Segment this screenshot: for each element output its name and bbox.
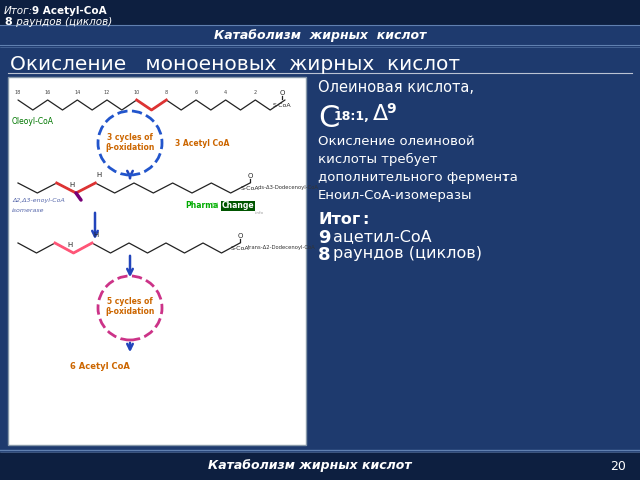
Bar xyxy=(0,25,640,45)
Text: trans-Δ2-Dodecenoyl-CoA: trans-Δ2-Dodecenoyl-CoA xyxy=(248,245,316,251)
Text: C: C xyxy=(318,104,339,133)
Text: 14: 14 xyxy=(74,91,81,96)
Text: 4: 4 xyxy=(224,91,227,96)
Text: 18: 18 xyxy=(15,91,21,96)
Text: 8: 8 xyxy=(164,91,168,96)
Text: 6 Acetyl CoA: 6 Acetyl CoA xyxy=(70,362,130,371)
Text: Олеиновая кислота,: Олеиновая кислота, xyxy=(318,80,474,95)
Text: Δ2,Δ3-enoyl-CoA: Δ2,Δ3-enoyl-CoA xyxy=(12,198,65,203)
Text: Итог:: Итог: xyxy=(4,6,33,16)
Text: 8: 8 xyxy=(4,17,12,27)
Text: Еноил-CoA-изомеразы: Еноил-CoA-изомеразы xyxy=(318,189,472,202)
Text: S-CoA: S-CoA xyxy=(230,246,250,251)
Text: :: : xyxy=(362,212,369,227)
Text: cis-Δ3-Dodecenoyl-CoA: cis-Δ3-Dodecenoyl-CoA xyxy=(258,185,319,191)
Text: H: H xyxy=(69,182,75,188)
Text: Oleoyl-CoA: Oleoyl-CoA xyxy=(12,117,54,126)
Bar xyxy=(0,452,640,480)
Text: S-CoA: S-CoA xyxy=(241,186,259,191)
Text: Катаболизм  жирных  кислот: Катаболизм жирных кислот xyxy=(214,28,426,41)
Text: 3 cycles of: 3 cycles of xyxy=(107,133,153,143)
Text: 9: 9 xyxy=(318,229,330,247)
Text: ацетил-CoA: ацетил-CoA xyxy=(333,229,431,244)
Text: 18:1,: 18:1, xyxy=(334,110,370,123)
Text: Change: Change xyxy=(222,202,255,211)
Text: дополнительного фермента: дополнительного фермента xyxy=(318,171,518,184)
Text: 3 Acetyl CoA: 3 Acetyl CoA xyxy=(175,140,229,148)
Text: H: H xyxy=(97,172,102,178)
Text: :: : xyxy=(503,171,508,184)
Text: кислоты требует: кислоты требует xyxy=(318,153,438,166)
Text: β-oxidation: β-oxidation xyxy=(106,143,155,152)
Text: O: O xyxy=(237,233,243,239)
Text: 9 Acetyl-CoA: 9 Acetyl-CoA xyxy=(32,6,107,16)
Text: Окисление олеиновой: Окисление олеиновой xyxy=(318,135,475,148)
Text: 6: 6 xyxy=(195,91,198,96)
Text: O: O xyxy=(247,173,253,179)
Text: Итог: Итог xyxy=(318,212,360,227)
Text: 16: 16 xyxy=(45,91,51,96)
Text: S-CoA: S-CoA xyxy=(273,103,291,108)
Text: 10: 10 xyxy=(134,91,140,96)
Text: 2: 2 xyxy=(254,91,257,96)
Text: Pharma: Pharma xyxy=(185,202,218,211)
FancyBboxPatch shape xyxy=(8,77,306,445)
Bar xyxy=(0,0,640,25)
Text: Δ: Δ xyxy=(373,104,388,124)
Text: ✕: ✕ xyxy=(211,201,219,211)
Text: раундов (циклов): раундов (циклов) xyxy=(333,246,482,261)
Text: 20: 20 xyxy=(610,459,626,472)
Text: isomerase: isomerase xyxy=(12,208,45,213)
Text: Катаболизм жирных кислот: Катаболизм жирных кислот xyxy=(208,459,412,472)
Text: β-oxidation: β-oxidation xyxy=(106,308,155,316)
Text: .info: .info xyxy=(255,211,264,215)
Bar xyxy=(0,47,640,452)
Text: 8: 8 xyxy=(318,246,331,264)
Text: H: H xyxy=(67,242,72,248)
Text: Окисление   моноеновых  жирных  кислот: Окисление моноеновых жирных кислот xyxy=(10,55,460,74)
Text: 5 cycles of: 5 cycles of xyxy=(107,298,153,307)
Text: 9: 9 xyxy=(386,102,396,116)
Text: H: H xyxy=(93,232,99,238)
Text: 12: 12 xyxy=(104,91,110,96)
Text: раундов (циклов): раундов (циклов) xyxy=(13,17,112,27)
Text: O: O xyxy=(279,90,285,96)
